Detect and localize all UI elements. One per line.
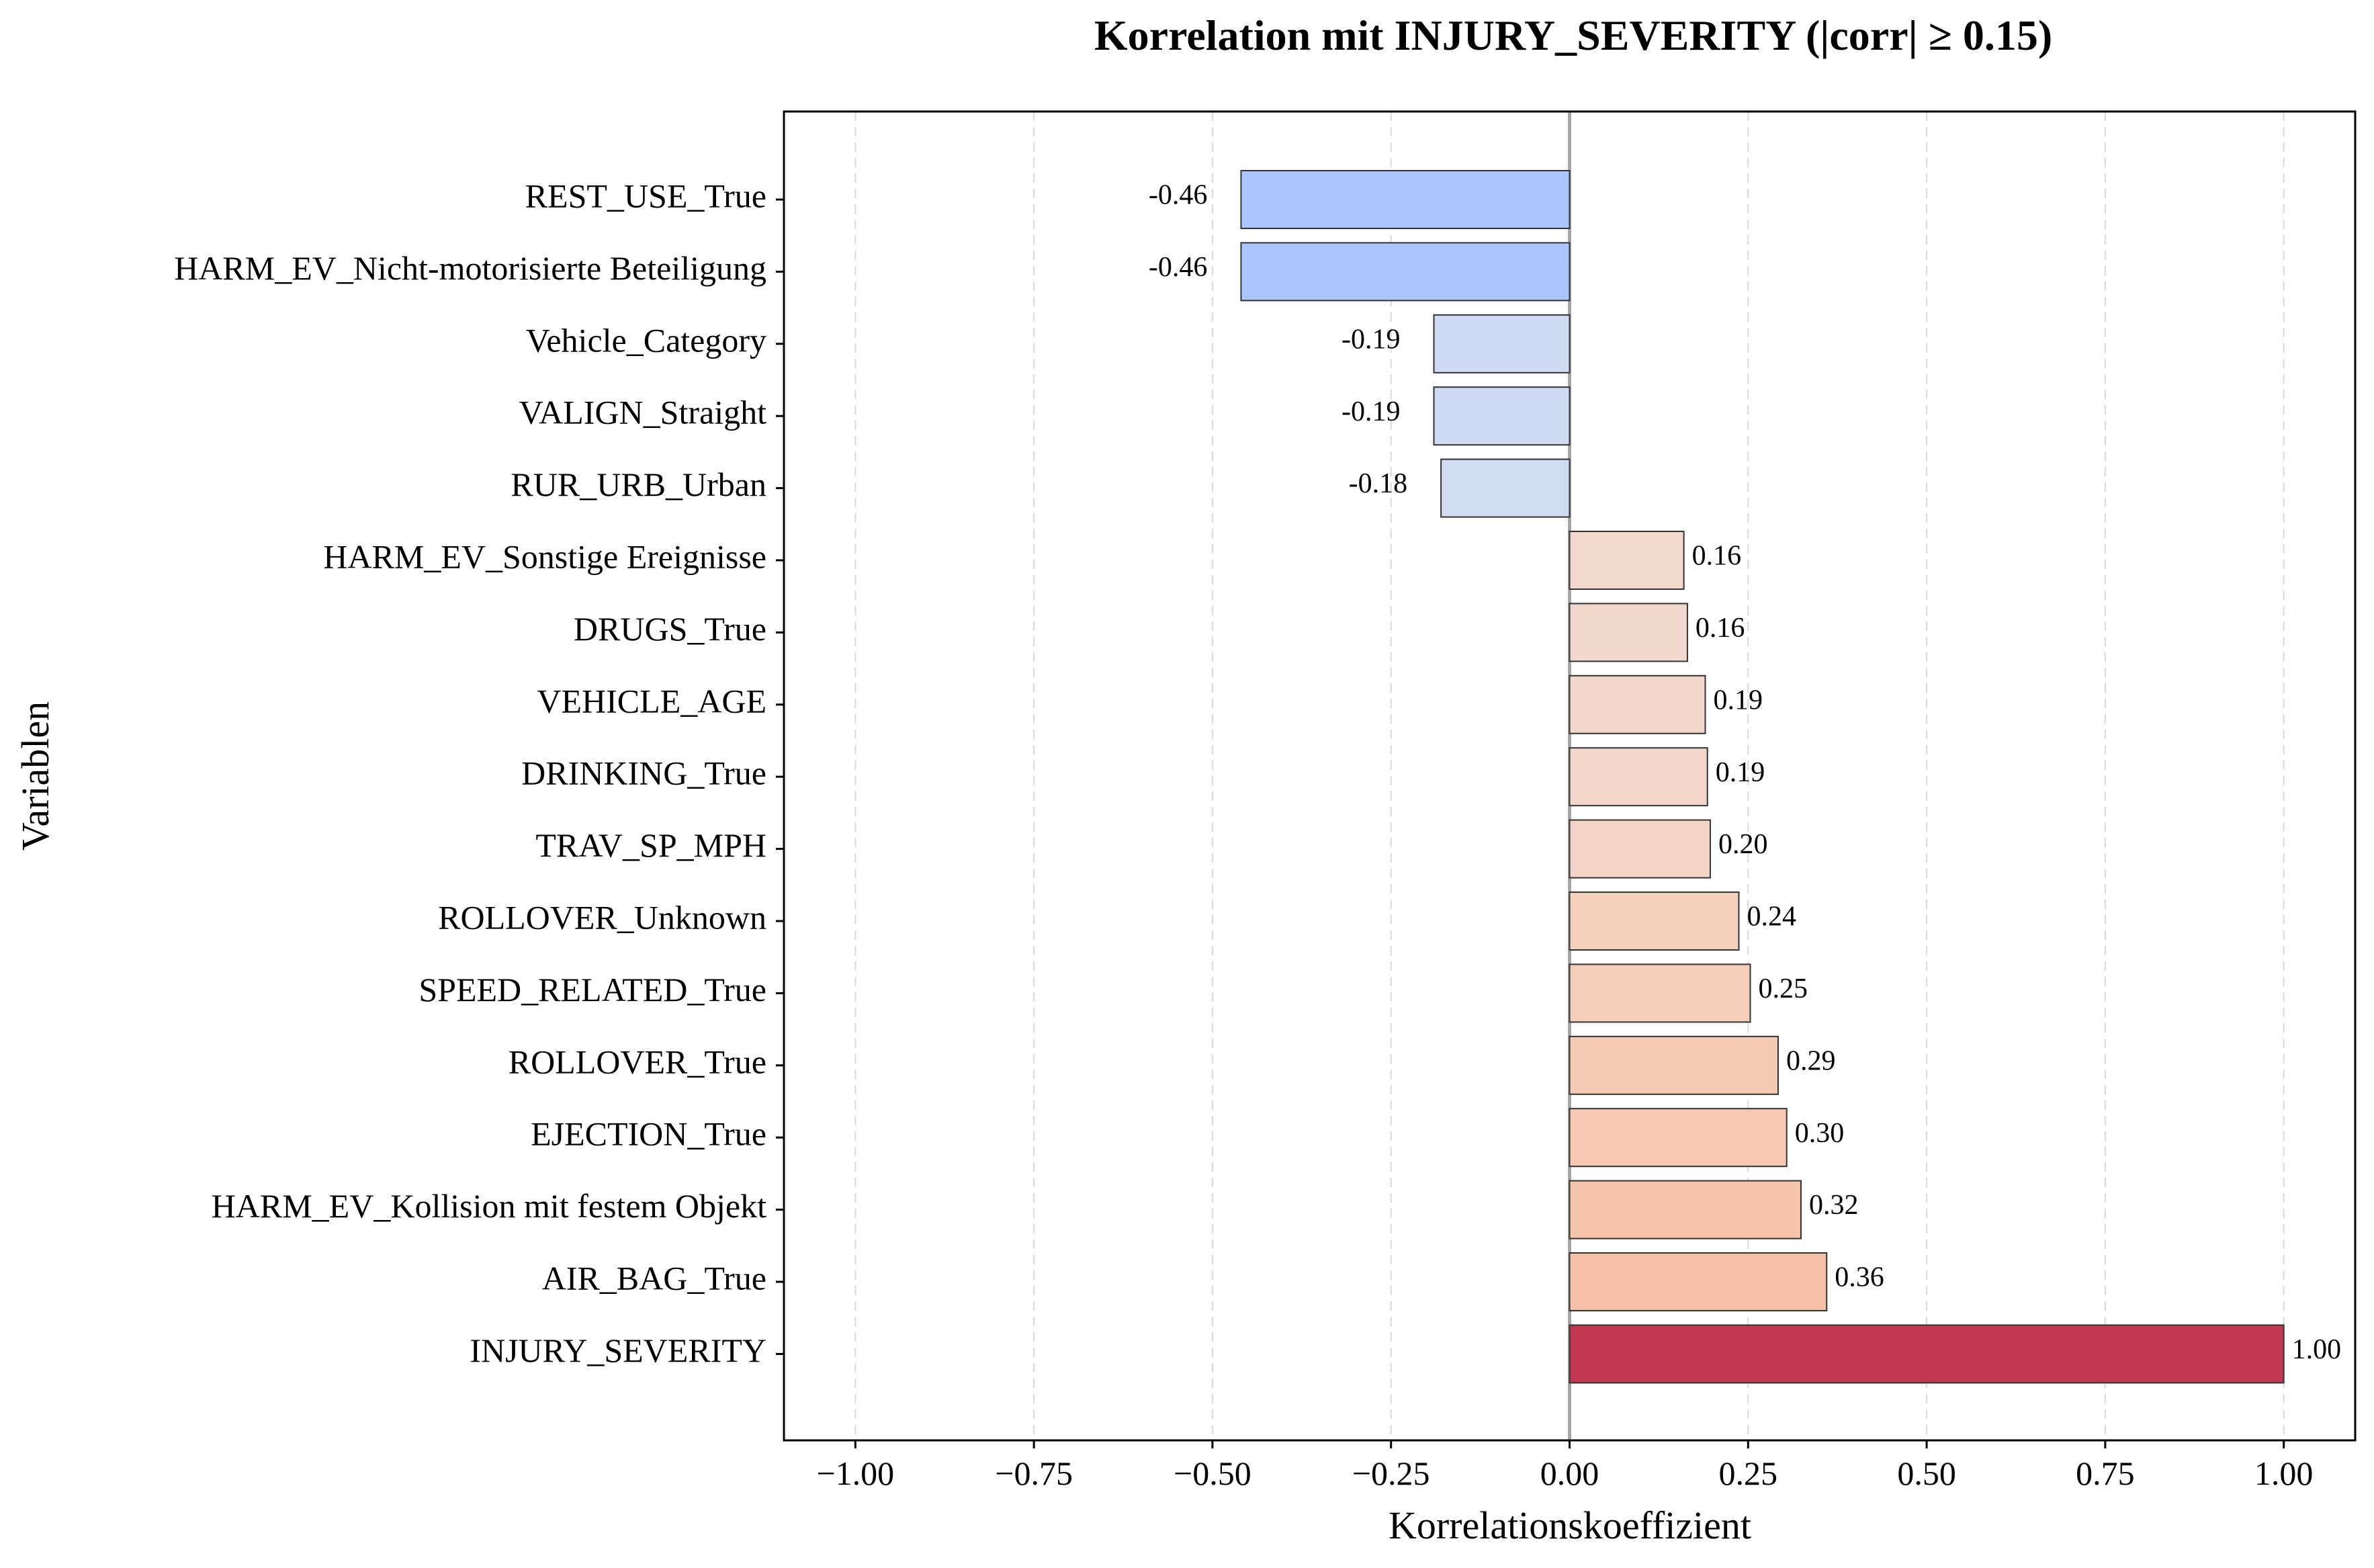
bar-value-label: 0.19	[1716, 757, 1765, 788]
y-tick-label: HARM_EV_Nicht-motorisierte Beteiligung	[174, 249, 766, 287]
x-tick-label: 0.25	[1719, 1454, 1778, 1492]
bar-value-label: -0.19	[1342, 324, 1401, 355]
bar	[1569, 819, 1711, 879]
x-axis-label: Korrelationskoeffizient	[1389, 1504, 1751, 1547]
bar-value-label: -0.46	[1149, 252, 1208, 283]
bar	[1569, 891, 1740, 951]
bar-value-label: -0.19	[1342, 396, 1401, 427]
bar	[1569, 531, 1685, 590]
y-tick-label: AIR_BAG_True	[542, 1259, 766, 1297]
bar-value-label: 0.30	[1795, 1118, 1845, 1149]
y-tick-label: DRUGS_True	[574, 610, 766, 648]
bar-value-label: 0.29	[1786, 1045, 1836, 1076]
y-tick-label: INJURY_SEVERITY	[470, 1332, 766, 1369]
bar-value-label: 0.16	[1692, 541, 1742, 572]
x-tick-label: 0.75	[2076, 1454, 2135, 1492]
bar	[1240, 170, 1571, 229]
y-tick-label: EJECTION_True	[531, 1115, 766, 1153]
y-tick-label: ROLLOVER_True	[509, 1043, 766, 1080]
bar	[1440, 458, 1571, 518]
bar	[1569, 603, 1688, 662]
y-axis-label: Variablen	[13, 701, 57, 851]
bar	[1569, 1035, 1779, 1095]
bar	[1569, 963, 1751, 1023]
bar-value-label: 0.36	[1835, 1262, 1884, 1293]
bar-value-label: 0.19	[1714, 685, 1763, 715]
bar-value-label: 0.20	[1718, 829, 1768, 860]
bar	[1569, 1252, 1828, 1311]
y-tick-label: Vehicle_Category	[526, 321, 766, 359]
bar	[1569, 1324, 2285, 1384]
y-tick-label: ROLLOVER_Unknown	[438, 898, 766, 936]
x-tick-label: −0.50	[1174, 1454, 1251, 1492]
y-tick-label: HARM_EV_Kollision mit festem Objekt	[212, 1187, 766, 1225]
chart-title: Korrelation mit INJURY_SEVERITY (|corr| …	[1094, 11, 2052, 59]
bar	[1433, 314, 1571, 374]
y-axis-ticks: REST_USE_True HARM_EV_Nicht-motorisierte …	[174, 177, 784, 1369]
bar	[1433, 386, 1571, 446]
bar	[1569, 674, 1706, 734]
y-tick-label: TRAV_SP_MPH	[535, 826, 766, 864]
bar-value-label: 0.25	[1758, 973, 1808, 1004]
y-tick-label: HARM_EV_Sonstige Ereignisse	[323, 537, 766, 575]
value-labels: -0.46 -0.46 -0.19 -0.19 -0.18 0.16 0.16 0.19 0.1…	[1149, 180, 2341, 1365]
x-tick-label: −0.75	[995, 1454, 1073, 1492]
bar-value-label: 0.16	[1696, 613, 1745, 644]
bar-value-label: 0.24	[1747, 902, 1796, 932]
x-tick-label: 1.00	[2254, 1454, 2314, 1492]
bar-value-label: 0.32	[1809, 1190, 1859, 1221]
x-tick-label: −1.00	[816, 1454, 894, 1492]
bar-value-label: 1.00	[2292, 1334, 2342, 1365]
bar-value-label: -0.18	[1349, 468, 1408, 499]
y-tick-label: SPEED_RELATED_True	[419, 971, 766, 1008]
y-tick-label: DRINKING_True	[521, 754, 766, 792]
x-tick-label: 0.50	[1897, 1454, 1956, 1492]
bar	[1569, 1180, 1802, 1239]
y-tick-label: RUR_URB_Urban	[511, 466, 766, 503]
y-tick-label: VALIGN_Straight	[519, 394, 766, 431]
y-tick-label: VEHICLE_AGE	[537, 682, 766, 720]
bar	[1569, 1108, 1788, 1168]
x-axis-ticks: −1.00 −0.75 −0.50 −0.25 0.00 0.25 0.50 0.75 1.00	[816, 1440, 2313, 1492]
bar	[1569, 747, 1708, 807]
x-tick-label: −0.25	[1352, 1454, 1430, 1492]
x-tick-label: 0.00	[1540, 1454, 1599, 1492]
bar-value-label: -0.46	[1149, 180, 1208, 211]
bar	[1240, 242, 1571, 302]
bars	[1240, 170, 2285, 1384]
y-tick-label: REST_USE_True	[525, 177, 766, 214]
